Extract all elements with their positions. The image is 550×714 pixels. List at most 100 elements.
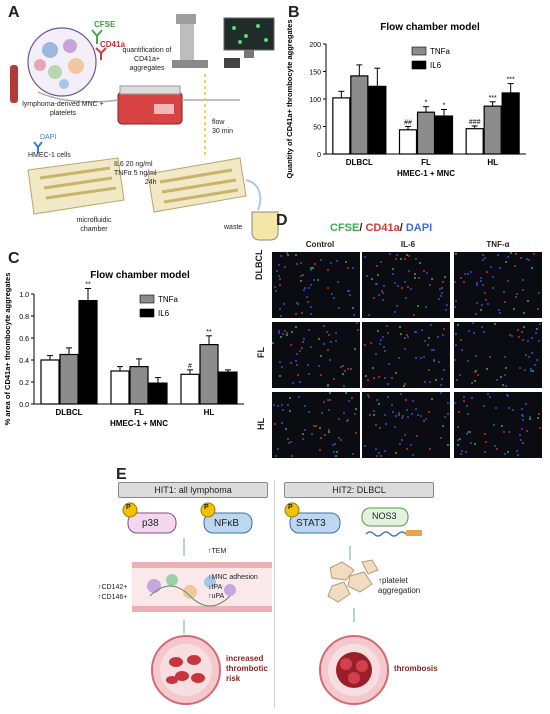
cell-dot (301, 346, 304, 349)
cell-dot (300, 261, 303, 264)
cell-dot (511, 408, 514, 411)
cell-dot (403, 384, 406, 387)
cell-dot (333, 442, 336, 445)
cell-dot (403, 281, 406, 284)
cell-dot (337, 280, 340, 283)
cell-dot (376, 399, 379, 402)
cell-dot (318, 427, 321, 430)
cell-dot (412, 313, 415, 316)
cell-dot (399, 257, 402, 260)
cell-dot (456, 323, 459, 326)
nfkb-pill (203, 512, 253, 534)
cell-dot (306, 364, 309, 367)
cell-dot (437, 360, 440, 363)
title-cd41a: CD41a (365, 222, 400, 234)
cell-dot (407, 285, 410, 288)
chamber-label: microfluidic chamber (76, 217, 112, 233)
cell-dot (521, 408, 524, 411)
cell-dot (302, 289, 305, 292)
cell-dot (454, 280, 456, 283)
cell-dot (317, 278, 320, 281)
cell-dot (528, 258, 531, 261)
cell-dot (335, 454, 338, 457)
cell-dot (502, 383, 505, 386)
cell-dot (320, 436, 323, 439)
cell-dot (327, 287, 330, 290)
cell-dot (282, 302, 285, 305)
cell-dot (446, 304, 449, 307)
cell-dot (474, 442, 477, 445)
cell-dot (290, 331, 293, 334)
bar (416, 111, 436, 155)
cell-dot (387, 382, 390, 385)
cell-dot (326, 269, 329, 272)
cell-dot (474, 312, 477, 315)
cell-dot (421, 329, 424, 332)
cytokine-label: IL6 20 ng/ml TNFα 5 ng/ml 24h (114, 160, 157, 187)
cell-dot (422, 269, 425, 272)
cell-dot (375, 282, 378, 285)
cell-dot (437, 298, 440, 301)
cell-dot (295, 353, 298, 356)
cell-dot (405, 448, 408, 451)
cell-dot (516, 292, 519, 295)
cell-dot (299, 274, 302, 277)
vessel-wall (132, 606, 272, 612)
cell-dot (366, 274, 369, 277)
cell-dot (320, 374, 323, 377)
platelet-line-2: aggregation (378, 586, 421, 595)
y-tick-label: 100 (309, 97, 321, 104)
cell-dot (307, 411, 310, 413)
cell-dot (328, 334, 331, 337)
tem-label: ↑TEM (208, 548, 227, 555)
cell-dot (409, 443, 412, 446)
cell-dot (526, 339, 529, 342)
cell-dot (343, 385, 346, 387)
cell-dot (484, 257, 487, 260)
cell-dot (397, 356, 400, 359)
cell-dot (473, 331, 476, 334)
antibody-icon (33, 141, 43, 153)
row-fl: FL (256, 347, 266, 358)
cell-dot (516, 328, 519, 331)
cell-dot (381, 292, 384, 295)
cell-dot (326, 399, 329, 402)
cell-dot (329, 392, 332, 395)
bar (110, 370, 130, 405)
bar (501, 92, 520, 155)
cell-dot (408, 269, 411, 272)
platelet-aggregate-icon (327, 559, 379, 603)
cell-dot (503, 356, 506, 359)
cell-dot (534, 331, 537, 334)
micrograph-cell (454, 322, 542, 388)
cell-dot (297, 373, 300, 376)
cell-dot (529, 367, 532, 370)
cell-dot (302, 432, 305, 435)
cell-dot (495, 379, 498, 382)
cell-dot (393, 281, 396, 284)
cell-dot (274, 290, 277, 293)
cell-dot (283, 329, 286, 332)
cell-dot (296, 262, 299, 265)
cell-dot (455, 378, 458, 381)
cell-dot (319, 354, 322, 357)
cell-dot (522, 288, 525, 291)
y-tick-label: 0.6 (19, 336, 29, 343)
cell-dot (530, 266, 533, 269)
cell-dot (480, 325, 483, 328)
cell-dot (383, 345, 386, 348)
cell-dot (490, 266, 493, 269)
cell-dot (328, 431, 331, 434)
cell-dot (277, 274, 280, 277)
legend-swatch (139, 294, 155, 304)
micrograph-cell (362, 252, 450, 318)
cell-dot (462, 395, 465, 398)
y-tick-label: 1.0 (19, 292, 29, 299)
cell-dot (349, 294, 352, 297)
cell-dot (396, 284, 399, 287)
cell-dot (400, 392, 403, 395)
legend-label: TNFa (158, 295, 179, 304)
cell-dot (456, 443, 459, 446)
cell-dot (518, 366, 521, 369)
cell-dot (289, 441, 292, 444)
